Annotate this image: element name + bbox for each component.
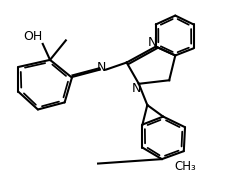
Text: OH: OH bbox=[23, 30, 43, 43]
Text: N: N bbox=[132, 82, 141, 95]
Text: CH₃: CH₃ bbox=[174, 160, 196, 173]
Text: N: N bbox=[148, 36, 157, 49]
Text: N: N bbox=[96, 61, 106, 74]
